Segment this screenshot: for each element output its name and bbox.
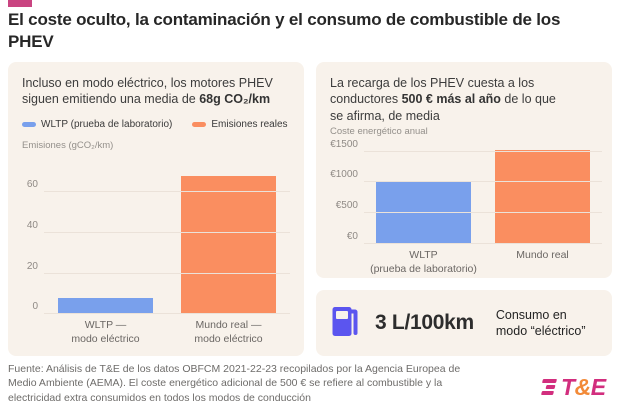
gridline [44, 313, 290, 314]
bar [181, 176, 276, 314]
consumption-card: 3 L/100km Consumo en modo “eléctrico” [316, 290, 612, 356]
y-axis-title: Coste energético anual [330, 126, 428, 137]
y-tick-label: €1000 [330, 169, 358, 181]
te-logo-text: T&E [561, 373, 606, 400]
y-tick-label: 60 [26, 179, 38, 191]
logo-letter-e: E [590, 373, 606, 400]
gridline [364, 150, 602, 152]
page-title: El coste oculto, la contaminación y el c… [8, 10, 561, 51]
gridline [364, 212, 602, 214]
cost-headline-pre: La recarga de los PHEV cuesta a los cond… [330, 76, 535, 107]
consumption-label: Consumo en modo “eléctrico” [495, 307, 586, 339]
logo-letter-t: T [561, 373, 575, 400]
gridline [44, 231, 290, 233]
accent-bar [8, 0, 32, 7]
bars [364, 148, 602, 244]
chart-legend: WLTP (prueba de laboratorio) Emisiones r… [22, 119, 288, 130]
legend-item-wltp: WLTP (prueba de laboratorio) [22, 119, 172, 130]
consumption-value: 3 L/100km [375, 311, 474, 334]
emissions-headline-bold: 68g CO₂/km [199, 92, 271, 107]
logo-ampersand: & [574, 373, 592, 400]
cost-card: La recarga de los PHEV cuesta a los cond… [316, 62, 612, 278]
y-tick-label: 0 [32, 301, 38, 312]
category-labels: WLTP — modo eléctrico Mundo real — modo e… [44, 319, 290, 346]
bars [44, 156, 290, 314]
logo-stripe [541, 379, 557, 383]
bar [58, 297, 153, 314]
bar-slot [483, 149, 602, 244]
bar-slot [44, 297, 167, 314]
legend-label: Emisiones reales [211, 119, 288, 130]
gridline [364, 181, 602, 183]
cost-headline-post: de lo que se afirma, de media [330, 92, 556, 123]
y-tick-label: 40 [26, 219, 38, 231]
category-label: WLTP — modo eléctrico [71, 319, 140, 345]
fuel-pump-icon [332, 302, 359, 345]
cost-headline: La recarga de los PHEV cuesta a los cond… [330, 75, 582, 124]
emissions-headline-pre: Incluso en modo eléctrico, los motores P… [22, 76, 273, 107]
bar [495, 149, 590, 244]
source-note: Fuente: Análisis de T&E de los datos OBF… [8, 363, 461, 404]
gridline [44, 191, 290, 193]
emissions-headline: Incluso en modo eléctrico, los motores P… [22, 75, 294, 108]
category-label: Mundo real [516, 249, 569, 261]
y-tick-label: 20 [26, 260, 38, 272]
te-logo: T&E [541, 374, 606, 400]
gridline [44, 272, 290, 274]
logo-stripe [541, 391, 555, 395]
y-tick-label: €1500 [330, 138, 358, 150]
plot-area: €0 €500 €1000 €1500 [330, 139, 602, 244]
te-logo-mark-icon [539, 379, 557, 395]
y-axis-title: Emisiones (gCO₂/km) [22, 140, 114, 151]
bar-slot [167, 176, 290, 314]
category-label: Mundo real — modo eléctrico [194, 319, 263, 345]
cost-headline-bold: 500 € más al año [401, 92, 501, 107]
category-label: WLTP (prueba de laboratorio) [370, 249, 477, 275]
legend-item-real: Emisiones reales [192, 119, 288, 130]
y-tick-label: €0 [346, 231, 358, 242]
y-tick-label: €500 [335, 200, 358, 212]
wltp-swatch [22, 122, 36, 127]
gridline [364, 243, 602, 244]
legend-label: WLTP (prueba de laboratorio) [41, 119, 173, 130]
plot-area: 0 20 40 60 [27, 156, 290, 314]
category-labels: WLTP (prueba de laboratorio) Mundo real [364, 249, 602, 276]
logo-stripe [545, 385, 556, 389]
real-swatch [192, 122, 207, 127]
emissions-card: Incluso en modo eléctrico, los motores P… [8, 62, 304, 356]
